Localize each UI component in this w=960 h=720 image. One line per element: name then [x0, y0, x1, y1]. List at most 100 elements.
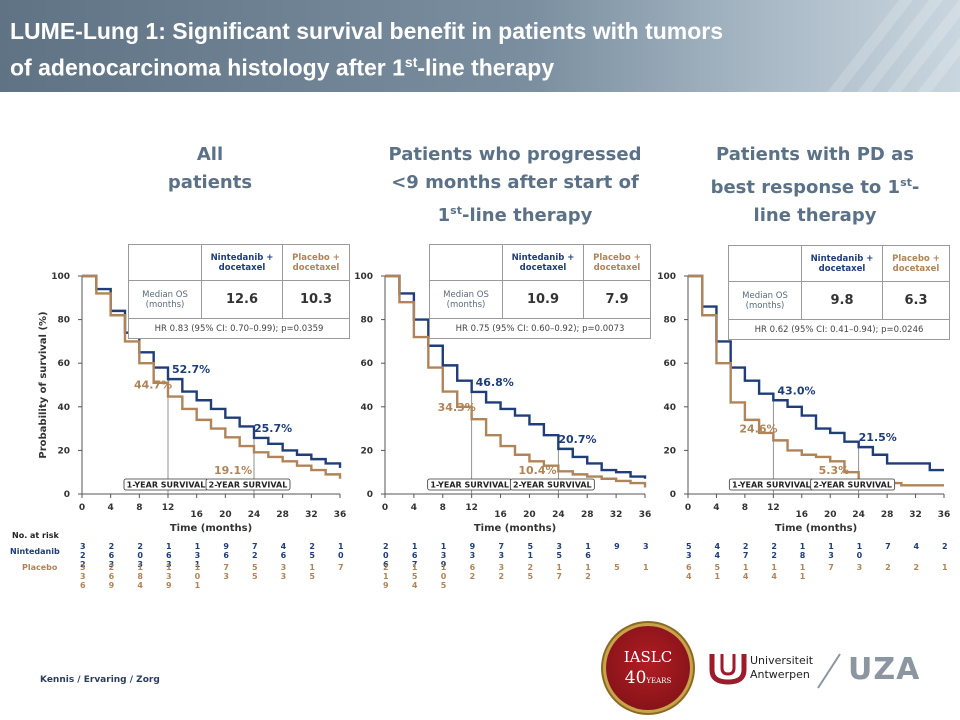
panel3-at-risk-placebo: 3	[857, 563, 863, 572]
panel3-at-risk-nintedanib: 8	[800, 551, 806, 560]
panel2-annotation-3: 10.4%	[518, 464, 556, 477]
os-table-2: Nintedanib + docetaxel Placebo + docetax…	[429, 244, 651, 339]
panel2-series-placebo	[385, 274, 647, 488]
panel1-at-risk-placebo: 9	[109, 581, 115, 590]
panel2-at-risk-nintedanib: 0	[383, 551, 389, 560]
os-table-3-row-label: Median OS (months)	[728, 281, 802, 320]
panel2-at-risk-placebo: 2	[527, 563, 533, 572]
os-table-1-corner	[128, 244, 202, 281]
panel1-at-risk-placebo: 3	[166, 572, 172, 581]
panel-title-all: All patients	[120, 141, 300, 197]
panel3-x-tick-label: 24	[852, 510, 865, 520]
os-table-2-col2-text: Placebo + docetaxel	[593, 252, 641, 273]
panel2-y-tick-label: 40	[360, 403, 373, 413]
panel2-at-risk-nintedanib: 9	[441, 560, 447, 569]
panel1-at-risk-placebo: 1	[137, 563, 143, 572]
panel1-at-risk-nintedanib: 2	[80, 551, 86, 560]
iaslc-logo-text: IASLC	[623, 648, 673, 666]
panel1-x-tick-label: 32	[305, 510, 318, 520]
panel2-at-risk-placebo: 5	[614, 563, 620, 572]
panel1-at-risk-placebo: 5	[309, 572, 315, 581]
panel2-y-tick-label: 20	[360, 446, 373, 456]
university-antwerpen-name: Universiteit Antwerpen	[750, 654, 814, 681]
panel3-at-risk-placebo: 6	[686, 563, 692, 572]
panel1-two-year-label: 2-YEAR SURVIVAL	[209, 481, 288, 490]
os-table-3-col-placebo: Placebo + docetaxel	[882, 245, 950, 282]
panel2-x-tick-label: 16	[494, 510, 507, 520]
panel3-x-axis-label: Time (months)	[775, 523, 857, 534]
panel2-at-risk-placebo: 2	[383, 563, 389, 572]
panel1-at-risk-nintedanib: 1	[338, 542, 344, 551]
panel1-at-risk-nintedanib: 2	[309, 542, 315, 551]
panel2-at-risk-placebo: 1	[441, 563, 447, 572]
panel2-x-tick-label: 36	[639, 510, 652, 520]
title-line2-prefix: of adenocarcinoma histology after 1	[10, 54, 405, 81]
panel3-y-tick-label: 100	[657, 272, 676, 282]
panel1-at-risk-placebo: 7	[338, 563, 344, 572]
panel3-one-year-label: 1-YEAR SURVIVAL	[732, 481, 811, 490]
os-table-2-col1-text: Nintedanib + docetaxel	[511, 252, 575, 273]
panel2-at-risk-placebo: 4	[412, 581, 418, 590]
panel1-y-tick-label: 20	[57, 446, 70, 456]
panel3-x-tick-label: 4	[713, 503, 719, 513]
panel1-x-tick-label: 24	[248, 510, 261, 520]
panel1-at-risk-placebo: 2	[109, 563, 115, 572]
panel3-at-risk-nintedanib: 3	[828, 551, 834, 560]
panel1-at-risk-placebo: 6	[80, 581, 86, 590]
panel2-at-risk-nintedanib: 3	[499, 551, 505, 560]
panel1-y-tick-label: 60	[57, 359, 70, 369]
panel3-at-risk-placebo: 4	[771, 572, 777, 581]
panel1-at-risk-nintedanib: 1	[195, 560, 201, 569]
panel1-at-risk-nintedanib: 1	[195, 542, 201, 551]
panel1-at-risk-placebo: 4	[137, 581, 143, 590]
panel3-at-risk-placebo: 1	[771, 563, 777, 572]
os-table-1: Nintedanib + docetaxel Placebo + docetax…	[128, 244, 350, 339]
panel1-x-tick-label: 0	[79, 503, 85, 513]
os-table-2-corner	[429, 244, 503, 281]
divider-slash-icon	[817, 653, 841, 689]
panel3-at-risk-placebo: 5	[714, 563, 720, 572]
iaslc-num: 40	[624, 668, 647, 688]
panel3-at-risk-nintedanib: 1	[857, 542, 863, 551]
panel1-at-risk-nintedanib: 6	[281, 551, 287, 560]
panel3-x-tick-label: 36	[938, 510, 951, 520]
panel3-at-risk-nintedanib: 2	[771, 542, 777, 551]
panel3-at-risk-placebo: 2	[914, 563, 920, 572]
panel2-at-risk-placebo: 2	[470, 572, 476, 581]
panel2-at-risk-placebo: 5	[441, 581, 447, 590]
panel2-at-risk-placebo: 9	[383, 581, 389, 590]
panel1-at-risk-placebo: 3	[281, 572, 287, 581]
os-table-3-col1-text: Nintedanib + docetaxel	[810, 253, 874, 274]
panel1-at-risk-nintedanib: 6	[223, 551, 229, 560]
os-table-1-v2: 10.3	[282, 280, 350, 319]
uza-logo: UZA	[848, 652, 921, 687]
panel1-at-risk-placebo: 0	[195, 572, 201, 581]
panel1-at-risk-nintedanib: 0	[338, 551, 344, 560]
panel3-at-risk-placebo: 1	[714, 572, 720, 581]
panel2-at-risk-nintedanib: 6	[585, 551, 591, 560]
panel1-at-risk-nintedanib: 2	[109, 542, 115, 551]
panel2-x-tick-label: 28	[581, 510, 594, 520]
panel3-at-risk-nintedanib: 7	[885, 542, 891, 551]
panel2-one-year-label: 1-YEAR SURVIVAL	[430, 481, 509, 490]
panel3-y-tick-label: 60	[663, 359, 676, 369]
panel2-at-risk-nintedanib: 9	[470, 542, 476, 551]
os-table-1-v1: 12.6	[201, 280, 283, 319]
panel2-x-tick-label: 32	[610, 510, 623, 520]
panel3-at-risk-placebo: 1	[800, 572, 806, 581]
panel2-x-tick-label: 8	[440, 503, 446, 513]
panel3-title-line1: Patients with PD as	[716, 144, 914, 165]
panel1-title-line2: patients	[167, 172, 253, 193]
panel3-x-tick-label: 32	[909, 510, 922, 520]
panel2-at-risk-nintedanib: 1	[412, 542, 418, 551]
panel3-title-line2-prefix: best response to 1	[710, 177, 901, 198]
panel2-at-risk-placebo: 1	[412, 563, 418, 572]
os-table-3-corner	[728, 245, 802, 282]
panel1-at-risk-placebo: 9	[166, 581, 172, 590]
panel2-at-risk-placebo: 5	[412, 572, 418, 581]
panel2-title-line2: <9 months after start of	[391, 172, 639, 193]
panel3-at-risk-nintedanib: 1	[828, 542, 834, 551]
os-table-1-col2-text: Placebo + docetaxel	[292, 252, 340, 273]
panel1-annotation-0: 52.7%	[172, 363, 210, 376]
y-axis-label: Probability of survival (%)	[38, 311, 49, 458]
